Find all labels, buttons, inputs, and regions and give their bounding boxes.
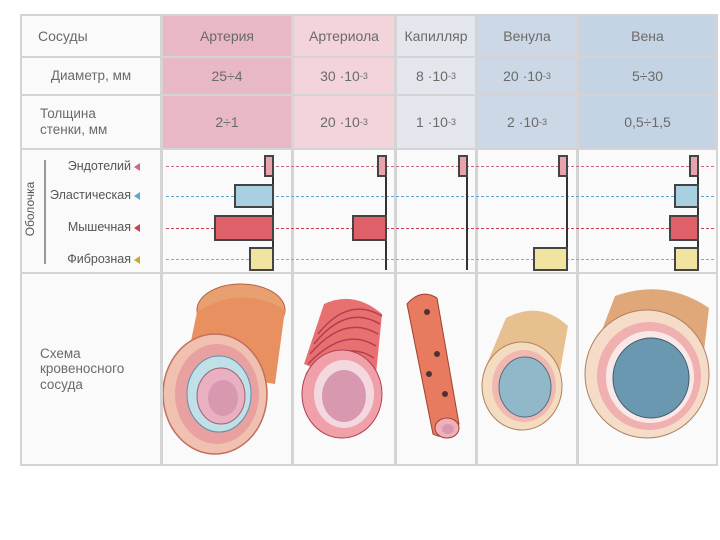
layer-label-elastic-text: Эластическая — [50, 188, 131, 202]
muscular-marker-icon — [134, 223, 140, 232]
diameter-arteriole-exp: -3 — [359, 70, 368, 81]
header-vein: Вена — [579, 16, 716, 56]
diameter-capillary-exp: -3 — [447, 70, 456, 81]
bar-3-3 — [533, 247, 568, 271]
thickness-venule-exp: -3 — [538, 116, 547, 127]
thickness-arteriole-value: 20 ·10 — [320, 113, 360, 130]
thickness-vein: 0,5÷1,5 — [579, 96, 716, 148]
schema-label-line1: Схема — [40, 345, 81, 361]
elastic-marker-icon — [134, 191, 140, 200]
endothelium-marker-icon — [134, 162, 140, 171]
col-sep-1 — [291, 150, 294, 272]
thickness-label-line2: стенки, мм — [40, 122, 108, 137]
diameter-arteriole-value: 30 ·10 — [320, 67, 360, 84]
diameter-artery-value: 25÷4 — [211, 67, 243, 84]
layers-bracket — [44, 160, 46, 264]
diameter-label: Диаметр, мм — [22, 58, 160, 94]
thickness-venule-value: 2 ·10 — [507, 113, 539, 130]
diameter-arteriole: 30 ·10 -3 — [294, 58, 394, 94]
bar-1-4 — [674, 184, 699, 208]
header-vein-text: Вена — [631, 27, 664, 44]
diameter-label-text: Диаметр, мм — [50, 68, 132, 84]
layer-label-endothelium: Эндотелий — [28, 159, 140, 173]
header-capillary: Капилляр — [397, 16, 475, 56]
capillary-illustration — [406, 293, 460, 439]
header-row-label: Сосуды — [22, 16, 160, 56]
header-arteriole: Артериола — [294, 16, 394, 56]
bar-0-2 — [458, 155, 468, 177]
thickness-capillary: 1 ·10 -3 — [397, 96, 475, 148]
header-artery-text: Артерия — [199, 27, 255, 44]
layer-label-muscular-text: Мышечная — [67, 220, 131, 234]
bar-1-0 — [234, 184, 274, 208]
col-sep-2 — [394, 150, 397, 272]
header-row-label-text: Сосуды — [38, 27, 88, 44]
bar-2-4 — [669, 215, 699, 241]
layers-chart-area — [163, 150, 716, 272]
thickness-label: Толщина стенки, мм — [22, 96, 160, 148]
stem-1 — [385, 155, 387, 270]
diameter-capillary: 8 ·10 -3 — [397, 58, 475, 94]
guide-line-1 — [166, 196, 714, 197]
bar-0-1 — [377, 155, 387, 177]
header-venule-text: Венула — [503, 27, 551, 44]
bar-2-1 — [352, 215, 387, 241]
schema-label-line3: сосуда — [40, 376, 83, 392]
header-arteriole-text: Артериола — [309, 27, 379, 44]
bar-2-0 — [214, 215, 274, 241]
thickness-capillary-value: 1 ·10 — [416, 113, 448, 130]
layer-label-endothelium-text: Эндотелий — [67, 159, 131, 173]
layer-label-fibrous-text: Фиброзная — [67, 252, 131, 266]
guide-line-0 — [166, 166, 714, 167]
diameter-vein: 5÷30 — [579, 58, 716, 94]
diameter-capillary-value: 8 ·10 — [416, 67, 448, 84]
bar-3-4 — [674, 247, 699, 271]
fibrous-marker-icon — [134, 255, 140, 264]
diameter-venule-value: 20 ·10 — [503, 67, 543, 84]
layer-label-elastic: Эластическая — [28, 188, 140, 202]
stem-0 — [272, 155, 274, 270]
stem-2 — [466, 155, 468, 270]
thickness-vein-value: 0,5÷1,5 — [624, 113, 671, 130]
bar-0-3 — [558, 155, 568, 177]
thickness-arteriole: 20 ·10 -3 — [294, 96, 394, 148]
diameter-venule: 20 ·10 -3 — [478, 58, 576, 94]
layer-label-muscular: Мышечная — [28, 220, 140, 234]
col-sep-3 — [475, 150, 478, 272]
layer-label-fibrous: Фиброзная — [28, 252, 140, 266]
stem-3 — [566, 155, 568, 270]
bar-0-4 — [689, 155, 699, 177]
col-sep-4 — [576, 150, 579, 272]
venule-illustration — [481, 310, 568, 431]
stem-4 — [697, 155, 699, 270]
schema-label: Схема кровеносного сосуда — [22, 274, 160, 464]
thickness-arteriole-exp: -3 — [359, 116, 368, 127]
guide-line-2 — [166, 228, 714, 229]
diameter-vein-value: 5÷30 — [631, 67, 664, 84]
thickness-capillary-exp: -3 — [447, 116, 456, 127]
thickness-label-line1: Толщина — [40, 106, 96, 122]
thickness-artery-value: 2÷1 — [215, 113, 239, 130]
header-capillary-text: Капилляр — [404, 27, 468, 44]
diameter-artery: 25÷4 — [163, 58, 291, 94]
diameter-venule-exp: -3 — [542, 70, 551, 81]
vein-illustration — [584, 289, 710, 439]
guide-line-3 — [166, 259, 714, 260]
artery-illustration — [163, 283, 286, 455]
thickness-artery: 2÷1 — [163, 96, 291, 148]
thickness-venule: 2 ·10 -3 — [478, 96, 576, 148]
schema-label-line2: кровеносного — [40, 361, 125, 377]
bar-3-0 — [249, 247, 274, 271]
arteriole-illustration — [301, 298, 383, 439]
header-artery: Артерия — [163, 16, 291, 56]
bar-0-0 — [264, 155, 274, 177]
header-venule: Венула — [478, 16, 576, 56]
